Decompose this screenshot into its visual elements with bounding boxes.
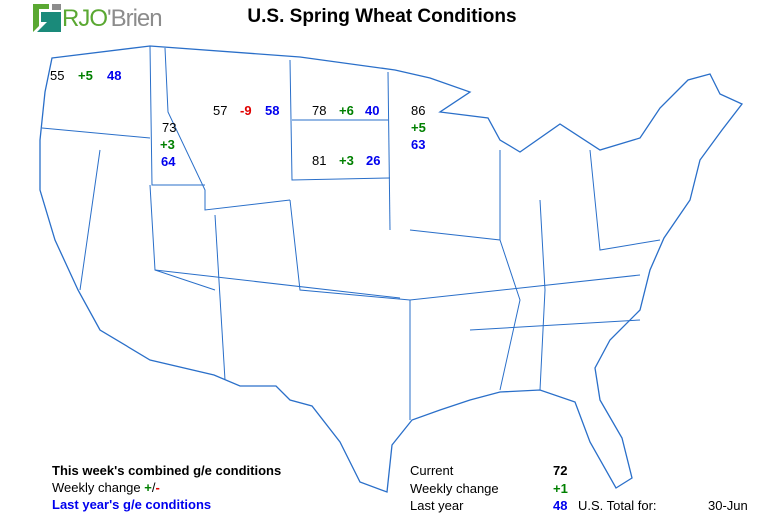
wa-last-year: 48 (107, 68, 122, 83)
mt-change: -9 (240, 103, 252, 118)
id-current: 73 (162, 120, 177, 135)
nd-change: +6 (339, 103, 354, 118)
mt-current: 57 (213, 103, 228, 118)
legend-slash: / (151, 480, 156, 495)
sd-current: 81 (312, 153, 327, 168)
legend-last-year: Last year's g/e conditions (52, 497, 212, 512)
summary-change-value: +1 (553, 481, 568, 496)
mn-last-year: 63 (411, 137, 426, 152)
logo-brien: 'Brien (107, 5, 163, 32)
sd-change: +3 (339, 153, 354, 168)
wa-change: +5 (78, 68, 93, 83)
state-borders (41, 45, 661, 420)
legend-weekly-label: Weekly change (52, 480, 145, 495)
id-last-year: 64 (161, 154, 176, 169)
legend-plus: + (144, 480, 152, 495)
summary-date: 30-Jun (708, 498, 748, 513)
sd-last-year: 26 (366, 153, 381, 168)
legend-minus: - (155, 480, 160, 495)
id-change: +3 (160, 137, 175, 152)
summary-current-label: Current (410, 463, 454, 478)
legend-combined: This week's combined g/e conditions (52, 463, 282, 478)
summary-last-label: Last year (410, 498, 464, 513)
summary-total-label: U.S. Total for: (578, 498, 657, 513)
logo-rjo: RJO (62, 5, 108, 32)
rjo-brien-logo-icon (33, 4, 61, 32)
mn-change: +5 (411, 120, 426, 135)
nd-current: 78 (312, 103, 327, 118)
summary-last-value: 48 (553, 498, 568, 513)
us-outline (39, 45, 744, 493)
map-title: U.S. Spring Wheat Conditions (247, 6, 517, 27)
mn-current: 86 (411, 103, 426, 118)
logo-text: RJO'Brien (62, 5, 163, 33)
mt-last-year: 58 (265, 103, 280, 118)
summary-current-value: 72 (553, 463, 568, 478)
legend-weekly-change: Weekly change +/- (52, 480, 160, 495)
nd-last-year: 40 (365, 103, 380, 118)
summary-change-label: Weekly change (410, 481, 499, 496)
wa-current: 55 (50, 68, 65, 83)
